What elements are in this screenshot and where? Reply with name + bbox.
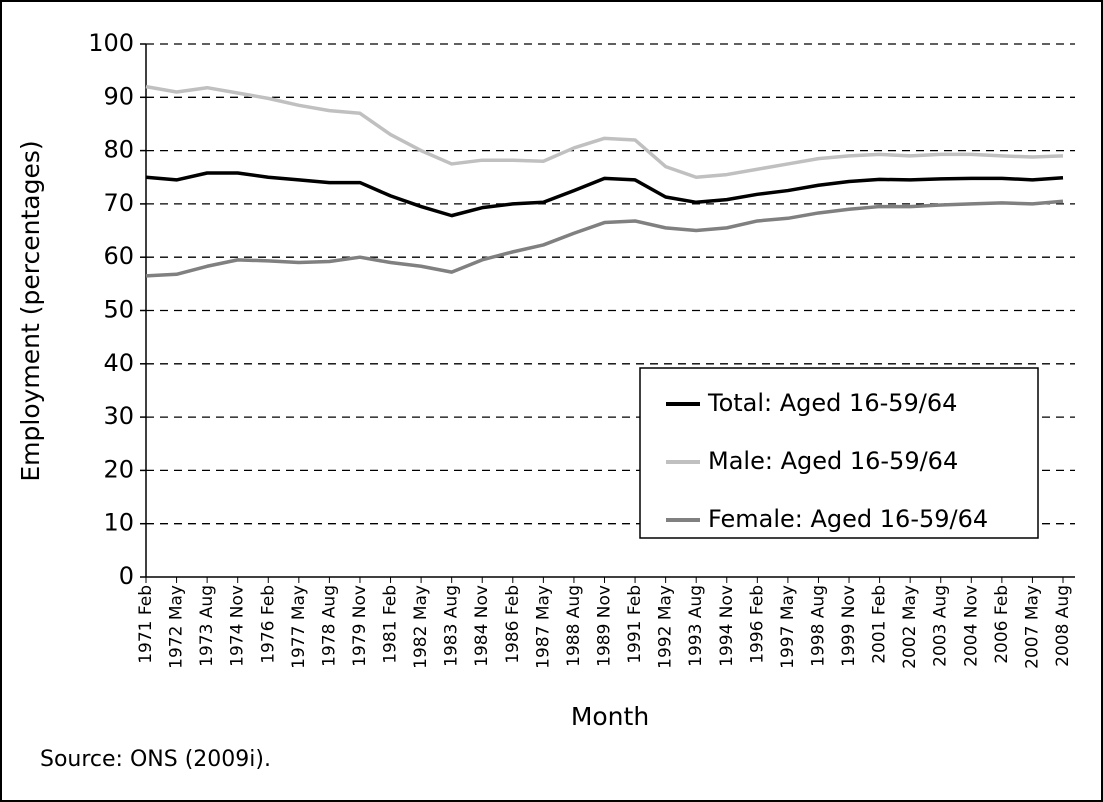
x-tick-label: 2006 Feb	[992, 585, 1012, 664]
x-tick-label: 1974 Nov	[228, 585, 248, 667]
x-tick-label: 1998 Aug	[808, 585, 828, 667]
x-tick-label: 1972 May	[167, 585, 187, 669]
x-tick-label: 1978 Aug	[319, 585, 339, 667]
y-tick-label: 70	[103, 189, 134, 217]
x-tick-label: 1983 Aug	[442, 585, 462, 667]
legend-label: Male: Aged 16-59/64	[708, 447, 958, 475]
x-tick-label: 2001 Feb	[870, 585, 890, 664]
y-tick-label: 0	[119, 562, 134, 590]
y-tick-label: 60	[103, 242, 134, 270]
x-tick-label: 1992 May	[656, 585, 676, 669]
x-tick-label: 1988 Aug	[564, 585, 584, 667]
x-tick-label: 1999 Nov	[839, 585, 859, 667]
x-tick-label: 2007 May	[1022, 585, 1042, 669]
y-tick-label: 40	[103, 349, 134, 377]
y-tick-label: 80	[103, 136, 134, 164]
x-tick-label: 1987 May	[533, 585, 553, 669]
y-tick-label: 100	[88, 29, 134, 57]
x-tick-label: 1994 Nov	[717, 585, 737, 667]
x-tick-label: 2008 Aug	[1053, 585, 1073, 667]
x-axis-label: Month	[571, 702, 649, 731]
y-tick-label: 20	[103, 455, 134, 483]
y-tick-label: 50	[103, 296, 134, 324]
y-axis-label: Employment (percentages)	[16, 140, 45, 481]
x-tick-label: 1982 May	[411, 585, 431, 669]
x-tick-label: 1993 Aug	[686, 585, 706, 667]
y-tick-label: 90	[103, 82, 134, 110]
series-line	[145, 171, 1064, 218]
x-tick-label: 2003 Aug	[931, 585, 951, 667]
x-tick-label: 1996 Feb	[747, 585, 767, 664]
x-tick-label: 1977 May	[289, 585, 309, 669]
x-tick-label: 1986 Feb	[503, 585, 523, 664]
x-tick-label: 1991 Feb	[625, 585, 645, 664]
series-line	[145, 84, 1064, 179]
y-tick-label: 30	[103, 402, 134, 430]
x-tick-label: 2002 May	[900, 585, 920, 669]
x-tick-label: 1984 Nov	[472, 585, 492, 667]
x-tick-label: 2004 Nov	[961, 585, 981, 667]
x-tick-label: 1979 Nov	[350, 585, 370, 667]
series-line	[145, 199, 1064, 278]
x-tick-label: 1989 Nov	[595, 585, 615, 667]
x-tick-label: 1973 Aug	[197, 585, 217, 667]
x-tick-label: 1971 Feb	[136, 585, 156, 664]
x-tick-label: 1981 Feb	[381, 585, 401, 664]
legend-label: Total: Aged 16-59/64	[707, 389, 957, 417]
source: Source: ONS (2009i).	[40, 747, 271, 772]
legend-label: Female: Aged 16-59/64	[708, 505, 988, 533]
x-tick-label: 1976 Feb	[258, 585, 278, 664]
y-tick-label: 10	[103, 509, 134, 537]
legend-box	[639, 367, 1039, 539]
x-tick-label: 1997 May	[778, 585, 798, 669]
